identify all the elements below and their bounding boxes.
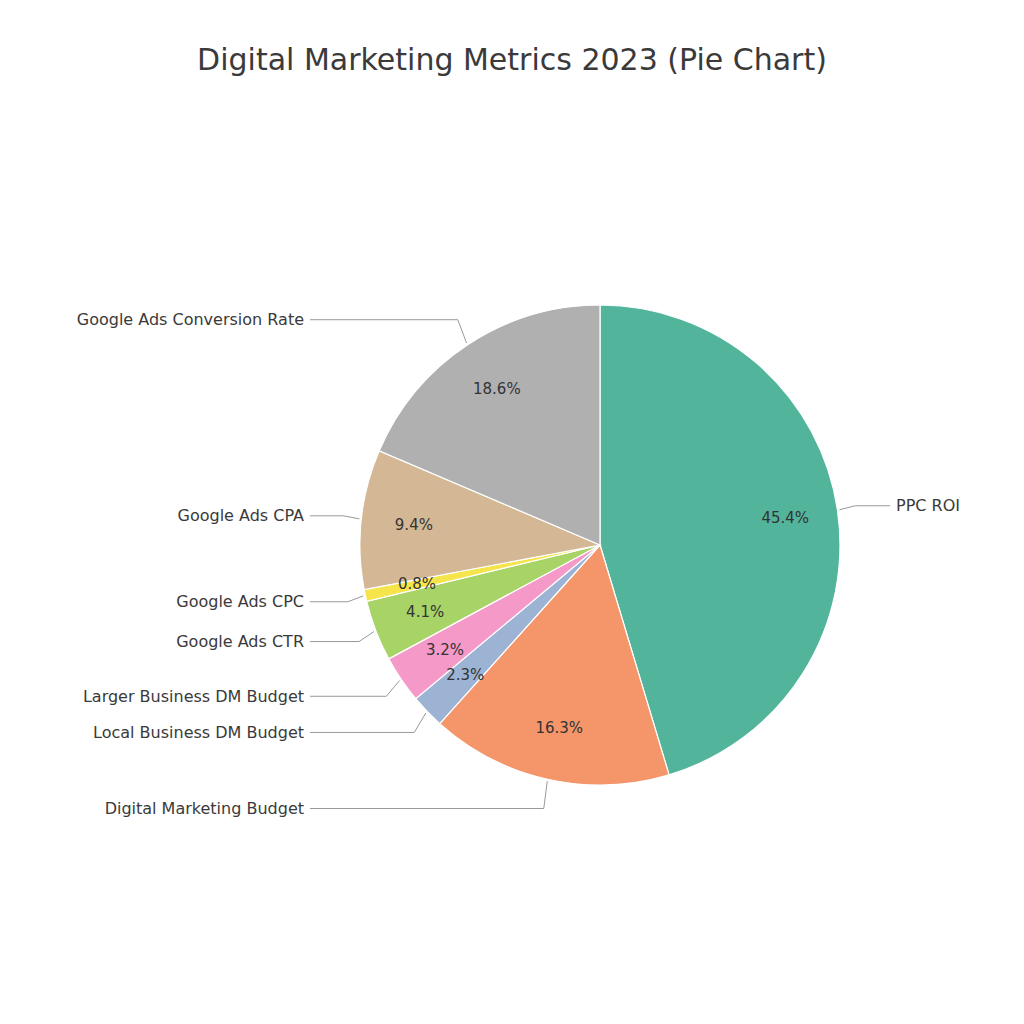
- category-labels: Google Ads Conversion Rate Google Ads CPA…: [77, 310, 960, 818]
- chart-svg: Digital Marketing Metrics 2023 (Pie Char…: [0, 0, 1024, 1024]
- leader-line: [310, 632, 374, 642]
- leader-line: [310, 320, 467, 343]
- leader-line: [310, 596, 363, 602]
- data-label: 18.6%: [473, 380, 521, 398]
- category-label: Local Business DM Budget: [93, 723, 304, 742]
- category-label: Digital Marketing Budget: [105, 799, 304, 818]
- data-label: 2.3%: [446, 666, 484, 684]
- category-label: Larger Business DM Budget: [83, 687, 304, 706]
- chart-container: Digital Marketing Metrics 2023 (Pie Char…: [0, 0, 1024, 1024]
- leader-line: [310, 713, 426, 732]
- data-label: 4.1%: [406, 603, 444, 621]
- leader-line: [310, 781, 547, 808]
- data-labels: 45.4% 16.3% 2.3% 3.2% 4.1% 0.8% 9.4% 18.6%: [395, 380, 809, 737]
- leader-line: [839, 506, 890, 510]
- data-label: 45.4%: [761, 509, 809, 527]
- leader-line: [310, 516, 359, 519]
- leader-line: [310, 681, 400, 697]
- category-label: Google Ads CPC: [176, 592, 304, 611]
- category-label: Google Ads CPA: [178, 506, 305, 525]
- data-label: 9.4%: [395, 516, 433, 534]
- data-label: 3.2%: [426, 641, 464, 659]
- slices: [360, 305, 840, 785]
- data-label: 16.3%: [535, 719, 583, 737]
- background: [0, 0, 1024, 1024]
- data-label: 0.8%: [398, 575, 436, 593]
- chart-title: Digital Marketing Metrics 2023 (Pie Char…: [197, 42, 827, 77]
- category-label: Google Ads CTR: [176, 632, 304, 651]
- pie-slice: [379, 305, 600, 545]
- category-label: PPC ROI: [896, 496, 960, 515]
- category-label: Google Ads Conversion Rate: [77, 310, 304, 329]
